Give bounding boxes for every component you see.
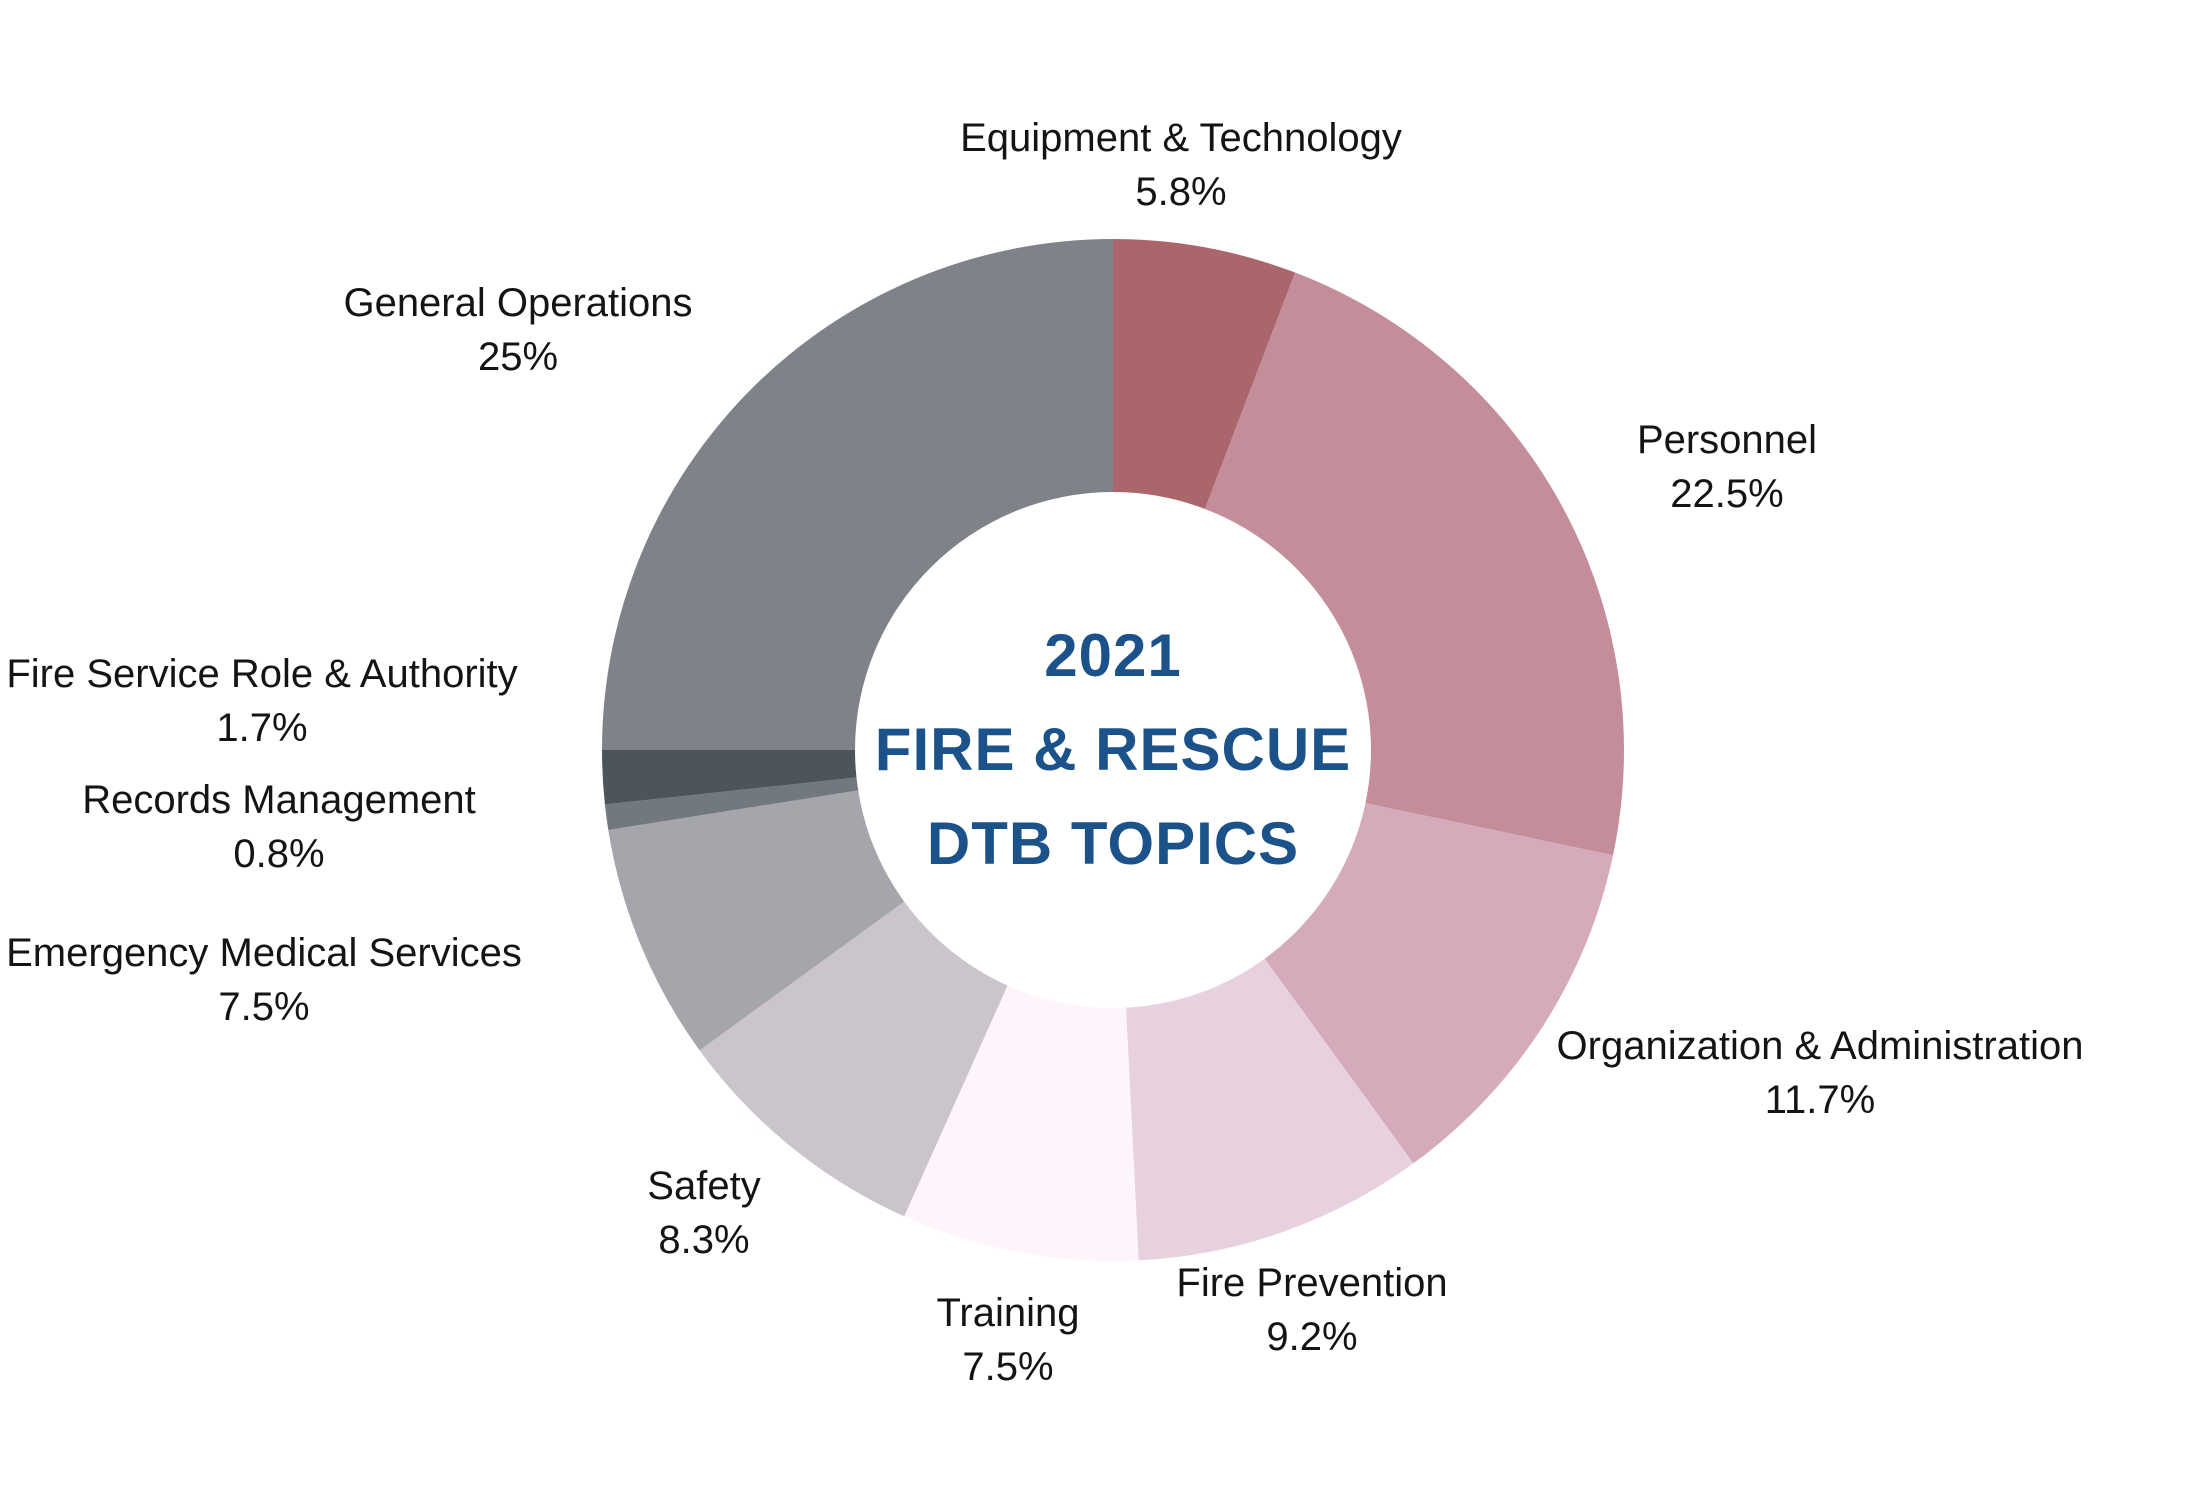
- slice-percentage: 11.7%: [1764, 1078, 1876, 1122]
- slice-name: Personnel: [1636, 418, 1818, 462]
- donut-slice-emergency-medical-services: [608, 790, 905, 1051]
- slice-percentage: 22.5%: [1670, 472, 1784, 516]
- donut-slices-group: [602, 239, 1624, 1261]
- slice-label-organization-administration: Organization & Administration 11.7%: [1557, 1019, 2084, 1127]
- donut-slice-safety: [699, 901, 1008, 1217]
- slice-label-equipment-technology: Equipment & Technology 5.8%: [960, 111, 1402, 219]
- donut-slice-fire-prevention: [1125, 958, 1414, 1261]
- slice-name: Records Management: [82, 778, 476, 822]
- slice-label-emergency-medical-services: Emergency Medical Services 7.5%: [6, 926, 522, 1034]
- slice-label-personnel: Personnel 22.5%: [1637, 413, 1817, 521]
- slice-percentage: 9.2%: [1266, 1315, 1358, 1359]
- slice-label-fire-prevention: Fire Prevention 9.2%: [1176, 1256, 1447, 1364]
- center-title-line-name: FIRE & RESCUE: [874, 716, 1352, 783]
- slice-name: Organization & Administration: [1556, 1024, 2084, 1068]
- slice-percentage: 5.8%: [1135, 170, 1227, 214]
- slice-name: Safety: [647, 1164, 761, 1208]
- donut-slice-equipment-technology: [1113, 239, 1296, 509]
- center-title-line-topic: DTB TOPICS: [926, 810, 1300, 877]
- donut-slice-fire-service-role-authority: [602, 750, 857, 805]
- donut-slice-organization-administration: [1264, 803, 1614, 1164]
- slice-name: Equipment & Technology: [960, 116, 1402, 160]
- slice-name: Fire Prevention: [1176, 1261, 1448, 1305]
- slice-label-training: Training 7.5%: [936, 1286, 1079, 1394]
- slice-label-general-operations: General Operations 25%: [343, 276, 692, 384]
- slice-label-records-management: Records Management 0.8%: [82, 773, 476, 881]
- slice-label-safety: Safety 8.3%: [647, 1159, 760, 1267]
- slice-name: General Operations: [343, 281, 693, 325]
- donut-slice-training: [904, 985, 1139, 1261]
- slice-percentage: 8.3%: [658, 1218, 750, 1262]
- donut-slice-personnel: [1204, 272, 1624, 856]
- slice-name: Fire Service Role & Authority: [6, 652, 518, 696]
- slice-percentage: 7.5%: [962, 1345, 1054, 1389]
- donut-slice-general-operations: [602, 239, 1113, 750]
- slice-percentage: 7.5%: [218, 985, 310, 1029]
- slice-percentage: 25%: [477, 335, 559, 379]
- slice-name: Emergency Medical Services: [6, 931, 522, 975]
- donut-slice-records-management: [604, 777, 859, 830]
- slice-name: Training: [936, 1291, 1080, 1335]
- slice-label-fire-service-role-authority: Fire Service Role & Authority 1.7%: [6, 647, 517, 755]
- chart-center-title: 2021 FIRE & RESCUE DTB TOPICS: [875, 609, 1351, 891]
- center-title-line-year: 2021: [1044, 622, 1182, 689]
- slice-percentage: 1.7%: [216, 706, 308, 750]
- slice-percentage: 0.8%: [233, 832, 325, 876]
